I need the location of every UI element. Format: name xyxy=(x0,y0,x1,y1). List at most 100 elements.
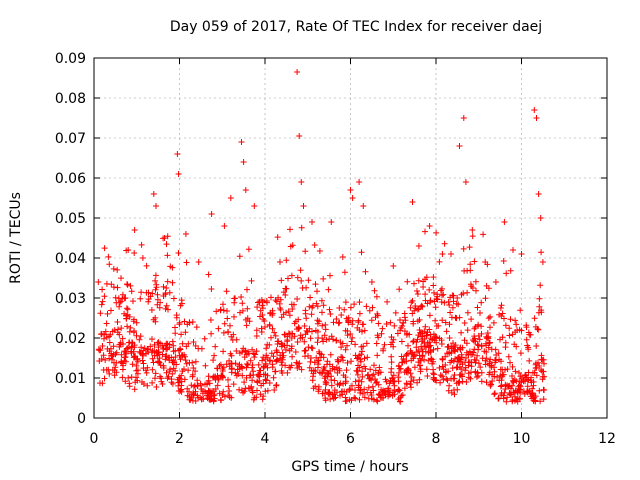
data-point xyxy=(517,307,524,314)
data-point xyxy=(338,353,345,360)
data-point xyxy=(167,263,174,270)
data-point xyxy=(244,315,251,322)
x-tick-label: 0 xyxy=(90,431,99,447)
data-point xyxy=(508,385,514,392)
data-point xyxy=(538,367,544,373)
data-point xyxy=(225,376,231,383)
data-point xyxy=(457,359,464,365)
data-point xyxy=(110,284,117,291)
data-point xyxy=(313,300,320,307)
data-point xyxy=(286,312,293,319)
data-point xyxy=(346,387,353,394)
data-point xyxy=(372,314,379,321)
data-point xyxy=(163,241,170,248)
data-point xyxy=(99,298,106,305)
data-point xyxy=(244,286,250,293)
data-point xyxy=(268,334,274,341)
data-point xyxy=(416,327,423,333)
data-point xyxy=(507,316,514,323)
data-point xyxy=(474,304,481,311)
data-point xyxy=(327,272,333,279)
data-point xyxy=(433,229,440,236)
data-point xyxy=(221,223,228,229)
data-point xyxy=(184,385,191,392)
data-point xyxy=(177,345,183,352)
data-point xyxy=(356,310,363,317)
data-point xyxy=(403,369,410,376)
data-point xyxy=(325,390,332,396)
data-point xyxy=(106,339,113,346)
data-point xyxy=(148,307,155,313)
data-point xyxy=(132,353,139,360)
data-point xyxy=(438,299,445,305)
data-point xyxy=(516,382,523,389)
data-point xyxy=(358,351,365,358)
data-point xyxy=(99,343,106,349)
data-point xyxy=(263,352,270,359)
data-point xyxy=(422,323,429,330)
data-point xyxy=(501,219,508,225)
data-point xyxy=(376,364,383,371)
data-point xyxy=(212,343,219,350)
data-point xyxy=(452,314,459,321)
data-point xyxy=(188,382,195,389)
data-point xyxy=(518,375,525,381)
data-point xyxy=(153,384,160,390)
data-point xyxy=(386,380,393,387)
data-point xyxy=(220,348,227,355)
data-point xyxy=(149,379,156,386)
data-point xyxy=(422,348,429,355)
data-point xyxy=(236,350,243,357)
grid-lines xyxy=(94,58,607,418)
data-point xyxy=(310,370,317,377)
data-point xyxy=(136,348,143,355)
data-point xyxy=(274,338,281,345)
data-point xyxy=(311,359,318,366)
data-point xyxy=(492,359,499,366)
data-point xyxy=(143,289,150,296)
data-point xyxy=(201,335,208,342)
data-point xyxy=(177,356,184,363)
data-point xyxy=(407,370,414,377)
data-point xyxy=(125,344,132,351)
data-point xyxy=(532,361,539,368)
data-point xyxy=(190,339,197,345)
data-point xyxy=(420,284,427,290)
x-tick-label: 6 xyxy=(346,431,355,447)
data-point xyxy=(437,379,444,386)
data-point xyxy=(284,369,291,376)
data-point xyxy=(218,372,225,379)
data-point xyxy=(249,346,256,353)
data-point xyxy=(357,389,364,396)
data-point xyxy=(294,326,300,333)
data-point xyxy=(189,359,196,366)
data-point xyxy=(535,191,542,197)
data-point xyxy=(478,323,485,330)
data-point xyxy=(320,275,327,282)
data-point xyxy=(328,333,335,340)
data-point xyxy=(255,361,262,368)
data-point xyxy=(366,307,373,314)
data-point xyxy=(355,317,362,324)
data-point xyxy=(309,345,316,352)
data-point xyxy=(318,297,325,304)
data-point xyxy=(455,355,461,361)
data-point xyxy=(315,386,322,393)
data-point xyxy=(361,386,368,393)
data-point xyxy=(311,242,318,248)
data-point xyxy=(408,384,414,391)
data-point xyxy=(318,370,325,377)
data-point xyxy=(457,345,463,352)
data-point xyxy=(106,370,113,377)
data-point xyxy=(454,295,461,301)
data-point xyxy=(356,299,363,306)
data-point xyxy=(139,351,146,358)
data-point xyxy=(322,386,329,393)
data-point xyxy=(101,245,108,252)
data-point xyxy=(175,171,182,177)
data-point xyxy=(106,355,113,362)
data-point xyxy=(523,324,530,331)
data-point xyxy=(136,336,143,343)
data-point xyxy=(114,319,121,325)
data-point xyxy=(418,330,424,337)
